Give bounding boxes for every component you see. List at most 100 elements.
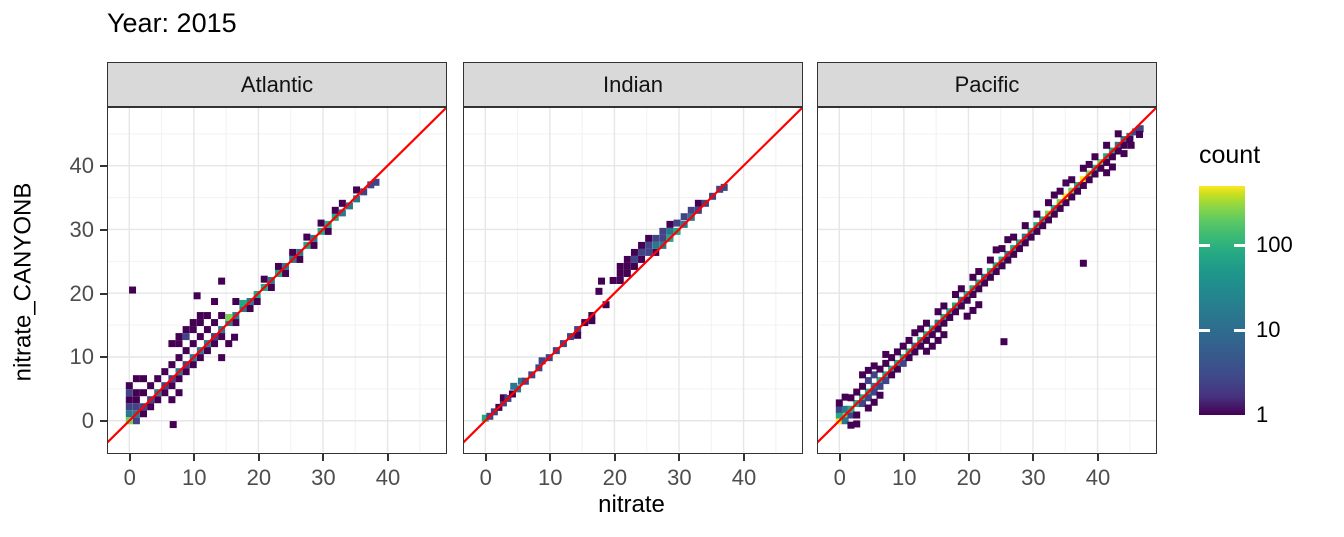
x-tick-mark bbox=[967, 454, 970, 461]
bin2d-tile bbox=[1010, 250, 1018, 258]
bin2d-tile bbox=[125, 382, 133, 390]
bin2d-tile bbox=[175, 354, 183, 362]
bin2d-tile bbox=[125, 389, 133, 397]
bin2d-tile bbox=[189, 340, 197, 348]
facet-strip-label: Atlantic bbox=[240, 71, 314, 97]
bin2d-tile bbox=[353, 195, 361, 203]
bin2d-tile bbox=[638, 248, 646, 256]
bin2d-tile bbox=[1004, 236, 1012, 244]
y-tick-mark bbox=[100, 228, 107, 231]
bin2d-tile bbox=[125, 396, 133, 404]
bin2d-tile bbox=[125, 403, 133, 411]
bin2d-tile bbox=[969, 291, 977, 299]
bin2d-tile bbox=[282, 269, 290, 277]
bin2d-tile bbox=[232, 298, 240, 306]
bin2d-tile bbox=[189, 319, 197, 327]
legend-tick-label: 1 bbox=[1256, 402, 1269, 427]
bin2d-tile bbox=[975, 268, 983, 276]
bin2d-tile bbox=[1050, 210, 1058, 218]
bin2d-tile bbox=[338, 199, 346, 207]
bin2d-tile bbox=[1120, 141, 1128, 149]
bin2d-tile bbox=[652, 241, 660, 249]
bin2d-tile bbox=[331, 206, 339, 214]
bin2d-tile bbox=[952, 308, 960, 316]
bin2d-tile bbox=[940, 302, 948, 310]
bin2d-tile bbox=[1033, 227, 1041, 235]
bin2d-tile bbox=[835, 405, 843, 413]
x-tick-mark bbox=[838, 454, 841, 461]
bin2d-tile bbox=[841, 417, 849, 425]
bin2d-tile bbox=[203, 312, 211, 320]
x-tick-mark bbox=[1032, 454, 1035, 461]
bin2d-tile bbox=[182, 326, 190, 334]
bin2d-tile bbox=[1021, 222, 1029, 230]
x-tick-mark bbox=[128, 454, 131, 461]
bin2d-tile bbox=[154, 396, 162, 404]
bin2d-tile bbox=[310, 241, 318, 249]
bin2d-tile bbox=[847, 411, 855, 419]
bin2d-tile bbox=[616, 262, 624, 270]
bin2d-tile bbox=[1021, 239, 1029, 247]
facet-strip: Pacific bbox=[817, 62, 1157, 107]
bin2d-tile bbox=[1010, 233, 1018, 241]
x-axis: 0 10 20 30 40 bbox=[107, 454, 447, 500]
bin2d-tile bbox=[864, 394, 872, 402]
y-tick-label: 10 bbox=[69, 344, 94, 370]
facet-indian: Indian 0 10 20 30 40 bbox=[463, 62, 803, 500]
legend-tick-label: 10 bbox=[1256, 317, 1281, 342]
bin2d-tile bbox=[917, 325, 925, 333]
bin2d-tile bbox=[1015, 245, 1023, 253]
bin2d-tile bbox=[841, 393, 849, 401]
bin2d-tile bbox=[169, 421, 177, 429]
bin2d-tile bbox=[680, 213, 688, 221]
bin2d-tile bbox=[218, 277, 226, 285]
bin2d-tile bbox=[289, 248, 297, 256]
bin2d-tile bbox=[946, 313, 954, 321]
bin2d-tile bbox=[239, 299, 247, 307]
bin2d-tile bbox=[211, 319, 219, 327]
x-axis-title: nitrate bbox=[598, 491, 665, 518]
bin2d-tile bbox=[232, 319, 240, 327]
bin2d-tile bbox=[638, 241, 646, 249]
bin2d-tile bbox=[940, 319, 948, 327]
identity-line bbox=[464, 108, 802, 444]
legend: count 100 10 1 bbox=[1199, 141, 1344, 427]
y-tick-mark bbox=[100, 356, 107, 359]
bin2d-tile bbox=[853, 420, 861, 428]
x-axis: 0 10 20 30 40 bbox=[463, 454, 803, 500]
x-tick-mark bbox=[257, 454, 260, 461]
y-tick-label: 0 bbox=[81, 408, 94, 434]
bin2d-tile bbox=[196, 333, 204, 341]
bin2d-tile bbox=[1136, 125, 1144, 133]
bin2d-tile bbox=[602, 301, 610, 309]
bin2d-tile bbox=[666, 220, 674, 228]
bin2d-tile bbox=[338, 209, 346, 217]
bin2d-tile bbox=[274, 262, 282, 270]
bin2d-tile bbox=[1114, 130, 1122, 138]
bin2d-tile bbox=[154, 375, 162, 383]
x-tick-label: 20 bbox=[246, 465, 272, 490]
bin2d-tile bbox=[893, 365, 901, 373]
colorbar-tick bbox=[1199, 329, 1210, 332]
bin2d-tile bbox=[1079, 259, 1087, 267]
bin2d-tile bbox=[168, 361, 176, 369]
bin2d-tile bbox=[1108, 163, 1116, 171]
x-tick-label: 10 bbox=[892, 465, 917, 490]
bin2d-tile bbox=[1114, 147, 1122, 155]
bin2d-tile bbox=[853, 388, 861, 396]
bin2d-tile bbox=[1103, 169, 1111, 177]
bin2d-tile bbox=[211, 340, 219, 348]
bin2d-tile bbox=[934, 325, 942, 333]
bin2d-tile bbox=[870, 371, 878, 379]
bin2d-tile bbox=[616, 269, 624, 277]
plot-title: Year: 2015 bbox=[107, 8, 237, 38]
x-tick-mark bbox=[1096, 454, 1099, 461]
bin2d-tile bbox=[911, 329, 919, 337]
bin2d-tile bbox=[934, 308, 942, 316]
bin2d-tile bbox=[196, 319, 204, 327]
bin2d-tile bbox=[140, 375, 148, 383]
bin2d-tile bbox=[372, 178, 380, 186]
bin2d-tile bbox=[1074, 187, 1082, 195]
bin2d-tile bbox=[1004, 256, 1012, 264]
bin2d-tile bbox=[940, 331, 948, 339]
